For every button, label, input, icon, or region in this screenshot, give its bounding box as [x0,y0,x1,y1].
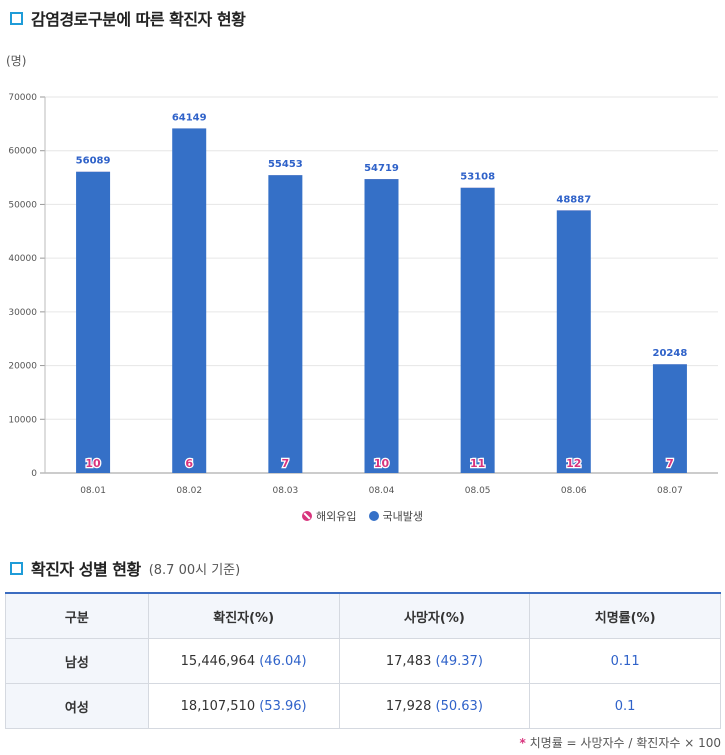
legend-domestic-icon [368,511,379,521]
cases-value: 18,107,510 [180,698,256,714]
table-header-row: 구분 확진자(%) 사망자(%) 치명률(%) [5,593,721,639]
footnote-star: * [519,736,526,750]
row-label: 여성 [5,683,149,729]
section-header-infection-route: 감염경로구분에 따른 확진자 현황 [10,6,246,30]
y-tick-label: 40000 [8,254,37,264]
header-fatality: 치명률(%) [529,593,721,639]
bar-domestic [76,171,111,474]
section-title: 감염경로구분에 따른 확진자 현황 [31,10,246,29]
bar-domestic [268,175,303,473]
legend-overseas-label: 해외유입 [316,510,357,523]
gender-table: 구분 확진자(%) 사망자(%) 치명률(%) 남성 15,446,964 (4… [5,592,721,729]
x-tick-label: 08.05 [465,486,491,496]
fatality-cell: 0.11 [529,638,721,684]
table-row: 여성 18,107,510 (53.96) 17,928 (50.63) 0.1 [5,683,721,729]
data-label-overseas: 12 [566,457,581,470]
section-square-icon [10,561,23,575]
y-tick-label: 10000 [8,415,37,425]
section-subtitle: (8.7 00시 기준) [148,562,241,578]
footnote-text: 치명률 = 사망자수 / 확진자수 × 100 [529,736,721,750]
table-row: 남성 15,446,964 (46.04) 17,483 (49.37) 0.1… [5,638,721,684]
x-tick-label: 08.07 [657,486,683,496]
data-label-domestic: 64149 [172,112,207,123]
bar-domestic [364,179,399,473]
header-cases: 확진자(%) [147,593,340,639]
legend-item-overseas[interactable]: 해외유입 [302,508,357,524]
legend-overseas-icon [302,511,313,521]
data-label-overseas: 10 [374,457,390,470]
chart-legend: 해외유입 국내발생 [0,508,725,524]
bar-domestic [556,210,591,473]
fatality-cell: 0.1 [529,683,721,729]
y-tick-label: 60000 [8,147,37,157]
cases-percent: (46.04) [259,653,307,669]
bar-domestic [172,128,207,473]
deaths-value: 17,928 [385,698,432,714]
deaths-value: 17,483 [385,653,432,669]
section-title: 확진자 성별 현황 [31,560,141,579]
deaths-percent: (50.63) [435,698,483,714]
cases-cell: 18,107,510 (53.96) [147,683,340,729]
header-category: 구분 [5,593,149,639]
data-label-domestic: 56089 [76,156,111,167]
data-label-overseas: 7 [282,457,290,470]
x-tick-label: 08.06 [561,486,587,496]
data-label-domestic: 54719 [364,163,399,174]
legend-item-domestic[interactable]: 국내발생 [368,508,423,524]
deaths-cell: 17,928 (50.63) [338,683,531,729]
bar-domestic [652,364,687,473]
x-tick-label: 08.01 [80,486,106,496]
x-tick-label: 08.03 [272,486,298,496]
data-label-domestic: 20248 [653,348,688,359]
cases-cell: 15,446,964 (46.04) [147,638,340,684]
y-tick-label: 70000 [8,93,37,103]
x-tick-label: 08.02 [176,486,202,496]
data-label-overseas: 6 [185,457,193,470]
cases-percent: (53.96) [259,698,307,714]
row-label: 남성 [5,638,149,684]
x-tick-label: 08.04 [369,486,395,496]
cases-value: 15,446,964 [180,653,256,669]
footnote: * 치명률 = 사망자수 / 확진자수 × 100 [520,734,722,751]
header-deaths: 사망자(%) [338,593,531,639]
y-axis-unit: (명) [6,54,27,68]
data-label-domestic: 53108 [460,172,495,183]
section-square-icon [10,11,23,25]
deaths-percent: (49.37) [435,653,483,669]
data-label-overseas: 10 [85,457,101,470]
deaths-cell: 17,483 (49.37) [338,638,531,684]
data-label-overseas: 11 [470,457,485,470]
data-label-domestic: 55453 [268,159,303,170]
y-tick-label: 30000 [8,308,37,318]
y-tick-label: 20000 [8,362,37,372]
y-tick-label: 50000 [8,200,37,210]
data-label-domestic: 48887 [556,194,591,205]
bar-chart: 0 10000 20000 30000 40000 50000 60000 70000 5608… [8,93,718,496]
section-header-gender: 확진자 성별 현황 (8.7 00시 기준) [10,556,240,580]
bar-domestic [460,187,495,473]
legend-domestic-label: 국내발생 [382,510,423,523]
y-tick-label: 0 [31,469,37,479]
data-label-overseas: 7 [666,457,674,470]
